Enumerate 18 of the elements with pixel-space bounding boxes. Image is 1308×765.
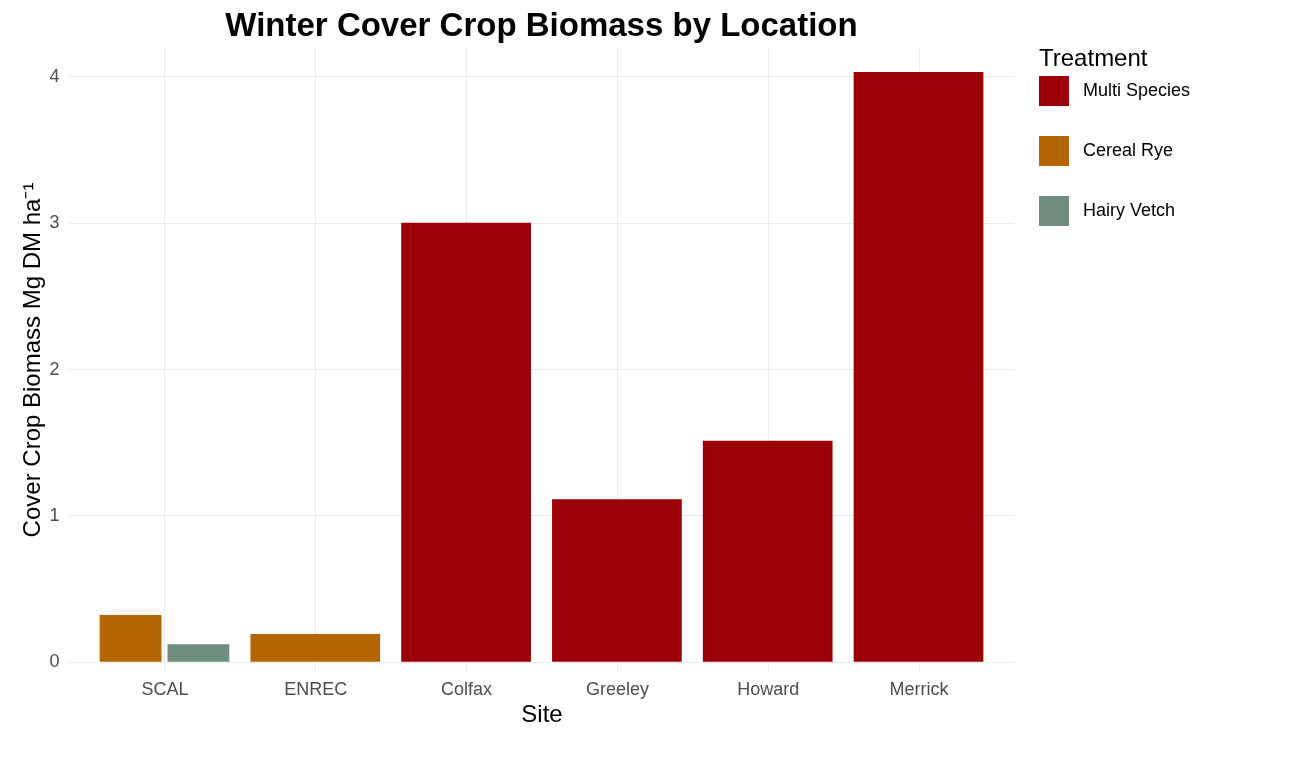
y-tick-label: 3 [49, 212, 60, 233]
legend-title: Treatment [1039, 44, 1148, 71]
x-tick-label: SCAL [141, 678, 189, 699]
x-tick-label: Howard [737, 678, 800, 699]
x-tick-label: Merrick [889, 678, 950, 699]
legend-label: Hairy Vetch [1083, 200, 1176, 220]
y-tick-label: 1 [49, 504, 60, 525]
y-tick-label: 0 [49, 651, 60, 672]
x-tick-label: Greeley [585, 678, 649, 699]
legend-label: Multi Species [1083, 80, 1191, 100]
x-axis-title: Site [521, 699, 563, 727]
y-tick-label: 2 [49, 358, 60, 379]
y-tick-label: 4 [49, 65, 60, 86]
chart-title: Winter Cover Crop Biomass by Location [225, 6, 858, 43]
y-axis-title: Cover Crop Biomass Mg DM ha⁻¹ [18, 182, 46, 538]
x-tick-label: Colfax [441, 678, 493, 699]
legend-label: Cereal Rye [1083, 140, 1174, 160]
x-tick-label: ENREC [284, 678, 348, 699]
